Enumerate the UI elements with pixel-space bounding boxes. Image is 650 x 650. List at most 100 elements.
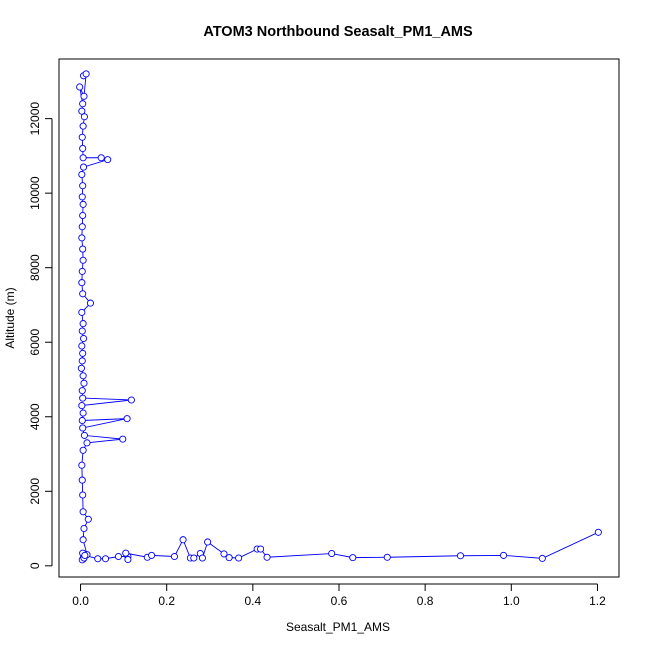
- data-point: [86, 299, 94, 307]
- data-point: [83, 439, 91, 447]
- data-point: [78, 461, 86, 469]
- data-point: [78, 402, 86, 410]
- data-point: [80, 431, 88, 439]
- data-point: [80, 379, 88, 387]
- x-tick-label: 1.2: [589, 594, 606, 608]
- data-point: [594, 528, 602, 536]
- data-point: [79, 200, 87, 208]
- data-point: [78, 107, 86, 115]
- data-point: [79, 394, 87, 402]
- data-point: [79, 349, 87, 357]
- data-point: [78, 223, 86, 231]
- data-point: [78, 342, 86, 350]
- data-point: [198, 554, 206, 562]
- y-tick-label: 8000: [28, 254, 42, 281]
- data-point: [79, 424, 87, 432]
- data-point: [204, 538, 212, 546]
- data-point: [114, 552, 122, 561]
- x-axis-label: Seasalt_PM1_AMS: [286, 620, 390, 634]
- x-tick-label: 1.0: [503, 594, 520, 608]
- chart-title: ATOM3 Northbound Seasalt_PM1_AMS: [203, 24, 473, 40]
- data-point: [79, 245, 87, 253]
- data-point: [119, 435, 127, 443]
- data-point: [79, 122, 87, 130]
- data-point: [81, 551, 89, 559]
- data-point: [97, 154, 105, 162]
- x-tick-label: 0.8: [417, 594, 434, 608]
- data-point: [383, 553, 391, 561]
- data-point: [349, 554, 357, 562]
- data-point: [79, 320, 87, 328]
- data-point: [79, 182, 87, 190]
- data-point: [80, 113, 88, 121]
- data-point: [235, 554, 243, 562]
- data-point: [78, 387, 86, 395]
- data-point: [78, 267, 86, 275]
- data-point: [78, 170, 86, 179]
- data-point: [79, 290, 87, 298]
- data-point: [79, 144, 87, 152]
- data-point: [79, 491, 87, 499]
- data-point: [127, 396, 135, 404]
- y-tick-label: 6000: [28, 329, 42, 356]
- y-tick-label: 4000: [28, 403, 42, 430]
- data-point: [124, 555, 132, 564]
- data-point: [101, 555, 110, 563]
- data-point: [78, 279, 86, 287]
- data-point: [328, 549, 336, 558]
- data-point: [76, 83, 84, 91]
- data-point: [79, 409, 87, 417]
- data-point: [78, 416, 86, 425]
- data-series: [76, 70, 602, 564]
- data-point: [78, 327, 86, 335]
- data-point: [79, 256, 87, 264]
- plot-frame: [58, 58, 620, 578]
- data-point: [122, 549, 130, 557]
- data-point: [79, 154, 87, 162]
- x-tick-label: 0.4: [245, 594, 262, 608]
- data-point: [80, 92, 88, 100]
- data-point: [78, 133, 86, 141]
- data-point: [123, 415, 131, 423]
- y-axis-label: Altitude (m): [3, 287, 17, 348]
- x-tick-label: 0.2: [158, 594, 175, 608]
- data-point: [538, 554, 546, 562]
- data-point: [148, 551, 156, 559]
- data-point: [456, 552, 465, 560]
- data-point: [78, 234, 86, 242]
- data-point: [84, 515, 92, 523]
- data-point: [77, 364, 85, 372]
- data-point: [80, 525, 88, 533]
- data-point: [78, 357, 86, 365]
- data-point: [78, 476, 86, 484]
- y-tick-label: 0: [28, 562, 42, 569]
- data-point: [79, 536, 87, 544]
- y-tick-label: 10000: [28, 176, 42, 210]
- data-point: [79, 211, 87, 220]
- y-axis: 0 2000 4000 6000 8000 10000 12000: [28, 102, 53, 569]
- x-tick-label: 0.6: [331, 594, 348, 608]
- data-point: [170, 552, 178, 561]
- y-tick-label: 12000: [28, 102, 42, 136]
- data-point: [79, 508, 87, 516]
- data-point: [257, 545, 265, 553]
- data-point: [78, 308, 86, 316]
- data-point: [78, 193, 86, 201]
- x-axis: 0.0 0.2 0.4 0.6 0.8 1.0 1.2: [72, 583, 606, 608]
- data-point: [263, 553, 271, 561]
- data-point: [220, 550, 228, 558]
- data-point: [104, 156, 112, 164]
- y-tick-label: 2000: [28, 478, 42, 505]
- data-point: [79, 372, 87, 380]
- data-point: [179, 536, 187, 544]
- data-point: [225, 554, 233, 562]
- data-point: [190, 554, 198, 562]
- data-point: [79, 446, 87, 454]
- data-point: [82, 70, 90, 78]
- data-point: [499, 551, 508, 559]
- x-tick-label: 0.0: [72, 594, 89, 608]
- data-point: [80, 334, 88, 343]
- data-point: [79, 100, 87, 108]
